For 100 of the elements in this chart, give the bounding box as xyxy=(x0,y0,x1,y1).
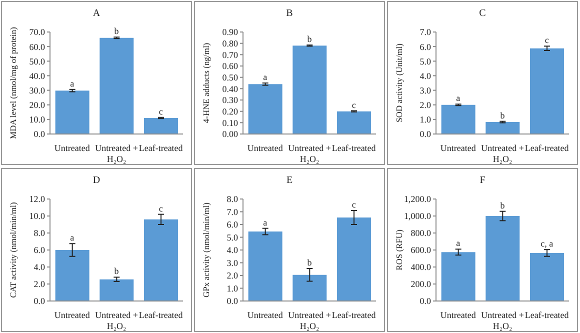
y-tick-label: 8.0 xyxy=(34,228,46,238)
y-tick-label: 10.0 xyxy=(29,114,46,125)
annotation: c, a xyxy=(540,238,554,249)
chart-title: A xyxy=(92,8,102,21)
y-axis-title: SOD activity (Unit/ml) xyxy=(394,43,404,122)
bar xyxy=(292,274,327,301)
y-tick-label: 5.0 xyxy=(226,232,238,242)
y-tick-label: 8.0 xyxy=(226,194,238,204)
x-tick-label: Untreated xyxy=(54,143,90,153)
y-tick-label: 0.00 xyxy=(222,129,238,140)
annotation: b xyxy=(307,257,312,268)
y-tick-label: 6.0 xyxy=(226,220,238,230)
y-tick-label: 0.10 xyxy=(222,118,238,128)
annotation: b xyxy=(307,34,312,44)
annotation: a xyxy=(456,93,460,104)
x-tick-label: Untreated xyxy=(247,143,284,153)
y-tick-label: 5.0 xyxy=(420,56,432,66)
y-tick-label: 2.0 xyxy=(420,100,432,110)
y-tick-label: 0.0 xyxy=(34,129,46,140)
y-tick-label: 1.0 xyxy=(226,283,238,294)
bar xyxy=(336,217,371,301)
x-tick-label: Leaf-treated xyxy=(138,143,184,153)
chart-title: E xyxy=(285,175,294,188)
y-tick-label: 0.20 xyxy=(222,106,238,117)
bar xyxy=(144,118,178,134)
bar xyxy=(530,252,564,301)
chart-title: D xyxy=(92,175,102,188)
x-tick-label: Leaf-treated xyxy=(524,310,570,320)
bar xyxy=(486,122,520,134)
annotation: c xyxy=(158,106,163,116)
annotation: c xyxy=(158,203,163,214)
y-tick-label: 4.0 xyxy=(226,245,238,256)
y-tick-label: 3.0 xyxy=(420,85,432,96)
y-tick-label: 0.40 xyxy=(222,84,238,94)
x-tick-label: Untreated + H₂O₂ xyxy=(95,143,138,164)
x-tick-label: Leaf-treated xyxy=(524,143,570,153)
y-tick-label: 12.0 xyxy=(29,194,46,204)
bar xyxy=(144,219,178,301)
chart-title: C xyxy=(478,8,487,21)
annotation: b xyxy=(500,110,506,120)
y-tick-label: 0.50 xyxy=(222,72,238,83)
y-axis-title: 4-HNE adducts (ng/ml) xyxy=(201,42,212,124)
x-tick-label: Leaf-treated xyxy=(332,143,376,153)
y-axis-title: MDA level (nmol/mg of protein) xyxy=(8,26,18,139)
bar xyxy=(530,48,564,134)
y-tick-label: 200.0 xyxy=(410,279,432,290)
y-tick-label: 2.0 xyxy=(226,270,238,281)
y-axis-title: GPx activity (nmol/min/ml) xyxy=(201,202,212,298)
y-tick-label: 3.0 xyxy=(226,258,238,268)
y-tick-label: 0.60 xyxy=(222,61,238,72)
bar xyxy=(100,38,134,134)
bar xyxy=(441,252,476,301)
bar xyxy=(486,216,520,301)
y-tick-label: 1,200.0 xyxy=(404,194,432,204)
x-tick-label: Untreated xyxy=(440,310,476,320)
bar xyxy=(441,104,476,134)
annotation: c xyxy=(544,35,549,46)
y-tick-label: 4.0 xyxy=(420,70,432,81)
bar xyxy=(100,279,134,301)
x-tick-label: Untreated + H₂O₂ xyxy=(288,143,331,164)
y-tick-label: 1.0 xyxy=(420,114,432,125)
y-tick-label: 0.90 xyxy=(222,27,238,38)
bar xyxy=(248,84,282,134)
y-tick-label: 4.0 xyxy=(34,262,46,272)
annotation: a xyxy=(456,238,460,248)
annotation: a xyxy=(70,232,74,243)
y-tick-label: 2.0 xyxy=(34,279,46,290)
y-tick-label: 10.0 xyxy=(29,211,46,222)
y-tick-label: 50.0 xyxy=(29,56,46,66)
bar xyxy=(248,232,282,301)
bar xyxy=(336,111,371,134)
annotation: c xyxy=(352,100,356,110)
y-tick-label: 1,000.0 xyxy=(404,211,432,222)
x-tick-label: Untreated xyxy=(440,143,476,153)
x-tick-label: Untreated xyxy=(54,310,90,320)
y-tick-label: 40.0 xyxy=(29,70,46,81)
y-tick-label: 600.0 xyxy=(410,245,432,256)
y-tick-label: 0.0 xyxy=(420,296,432,306)
y-tick-label: 0.0 xyxy=(420,129,432,140)
y-tick-label: 0.30 xyxy=(222,95,238,106)
x-tick-label: Untreated + H₂O₂ xyxy=(288,310,331,331)
y-tick-label: 0.70 xyxy=(222,50,238,60)
y-tick-label: 0.0 xyxy=(34,296,46,306)
x-tick-label: Untreated xyxy=(247,310,284,320)
y-tick-label: 400.0 xyxy=(410,262,432,272)
annotation: b xyxy=(500,200,506,210)
y-tick-label: 6.0 xyxy=(34,245,46,256)
annotation: a xyxy=(263,72,268,82)
y-tick-label: 6.0 xyxy=(420,42,432,52)
y-tick-label: 30.0 xyxy=(29,85,46,96)
bar xyxy=(55,90,90,134)
y-axis-title: CAT activity (nmol/min/ml) xyxy=(8,202,18,298)
chart-title: B xyxy=(285,8,294,21)
x-tick-label: Leaf-treated xyxy=(138,310,184,320)
annotation: b xyxy=(114,26,120,36)
y-tick-label: 800.0 xyxy=(410,228,432,238)
y-tick-label: 0.80 xyxy=(222,38,238,49)
x-tick-label: Untreated + H₂O₂ xyxy=(481,310,524,331)
x-tick-label: Untreated + H₂O₂ xyxy=(95,310,138,331)
y-tick-label: 20.0 xyxy=(29,100,46,110)
